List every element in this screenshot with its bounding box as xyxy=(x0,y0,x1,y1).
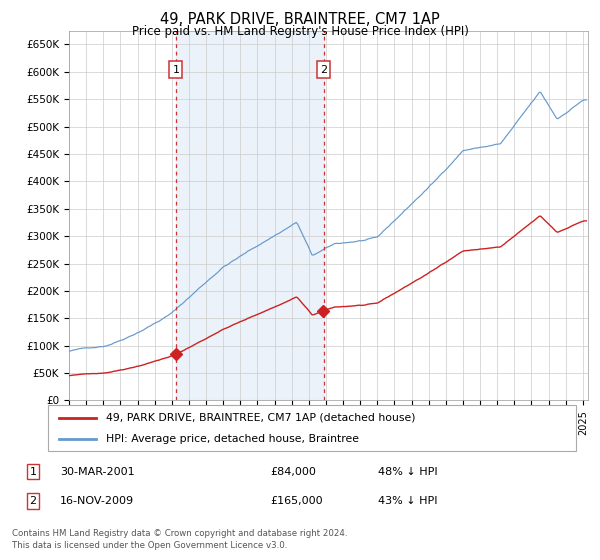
Text: 48% ↓ HPI: 48% ↓ HPI xyxy=(378,466,437,477)
Text: 2: 2 xyxy=(29,496,37,506)
Text: 43% ↓ HPI: 43% ↓ HPI xyxy=(378,496,437,506)
Text: 30-MAR-2001: 30-MAR-2001 xyxy=(60,466,134,477)
Text: This data is licensed under the Open Government Licence v3.0.: This data is licensed under the Open Gov… xyxy=(12,541,287,550)
Text: 1: 1 xyxy=(29,466,37,477)
Text: Price paid vs. HM Land Registry's House Price Index (HPI): Price paid vs. HM Land Registry's House … xyxy=(131,25,469,38)
Text: 49, PARK DRIVE, BRAINTREE, CM7 1AP: 49, PARK DRIVE, BRAINTREE, CM7 1AP xyxy=(160,12,440,27)
Text: HPI: Average price, detached house, Braintree: HPI: Average price, detached house, Brai… xyxy=(106,435,359,444)
Text: 16-NOV-2009: 16-NOV-2009 xyxy=(60,496,134,506)
FancyBboxPatch shape xyxy=(48,405,576,451)
Text: 49, PARK DRIVE, BRAINTREE, CM7 1AP (detached house): 49, PARK DRIVE, BRAINTREE, CM7 1AP (deta… xyxy=(106,413,416,423)
Text: Contains HM Land Registry data © Crown copyright and database right 2024.: Contains HM Land Registry data © Crown c… xyxy=(12,529,347,538)
Text: £84,000: £84,000 xyxy=(270,466,316,477)
Text: 1: 1 xyxy=(172,64,179,74)
Text: 2: 2 xyxy=(320,64,327,74)
Text: £165,000: £165,000 xyxy=(270,496,323,506)
